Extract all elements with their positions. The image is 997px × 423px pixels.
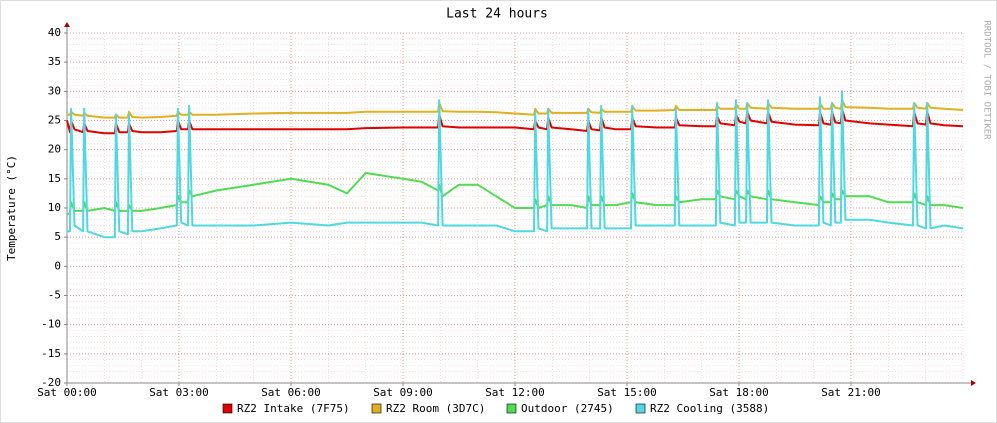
legend-label: RZ2 Room (3D7C)	[386, 402, 485, 415]
y-tick-label: 35	[48, 55, 61, 68]
axis-arrow	[64, 22, 70, 27]
x-tick-label: Sat 00:00	[37, 386, 97, 399]
y-tick-label: 40	[48, 26, 61, 39]
y-tick-label: 10	[48, 201, 61, 214]
y-tick-label: 20	[48, 143, 61, 156]
x-tick-label: Sat 12:00	[485, 386, 545, 399]
y-tick-label: 0	[54, 259, 61, 272]
y-tick-label: 30	[48, 84, 61, 97]
x-tick-label: Sat 18:00	[709, 386, 769, 399]
chart-title: Last 24 hours	[446, 7, 548, 22]
y-tick-label: 5	[54, 230, 61, 243]
legend-swatch	[635, 403, 646, 414]
y-tick-label: -20	[41, 376, 61, 389]
legend-swatch	[222, 403, 233, 414]
legend-label: RZ2 Intake (7F75)	[237, 402, 350, 415]
axis-arrow	[971, 380, 976, 386]
legend-label: Outdoor (2745)	[521, 402, 614, 415]
y-tick-label: -5	[48, 289, 61, 302]
series-line	[67, 90, 964, 239]
x-tick-label: Sat 21:00	[821, 386, 881, 399]
x-tick-label: Sat 03:00	[149, 386, 209, 399]
legend-label: RZ2 Cooling (3588)	[650, 402, 769, 415]
x-tick-label: Sat 09:00	[373, 386, 433, 399]
y-tick-label: 25	[48, 114, 61, 127]
legend-swatch	[371, 403, 382, 414]
y-tick-label: -10	[41, 318, 61, 331]
y-tick-label: 15	[48, 172, 61, 185]
x-tick-label: Sat 06:00	[261, 386, 321, 399]
legend-swatch	[506, 403, 517, 414]
x-tick-label: Sat 15:00	[597, 386, 657, 399]
y-tick-label: -15	[41, 347, 61, 360]
y-axis-label: Temperature (°C)	[5, 155, 18, 261]
watermark: RRDTOOL / TOBI OETIKER	[982, 20, 992, 140]
